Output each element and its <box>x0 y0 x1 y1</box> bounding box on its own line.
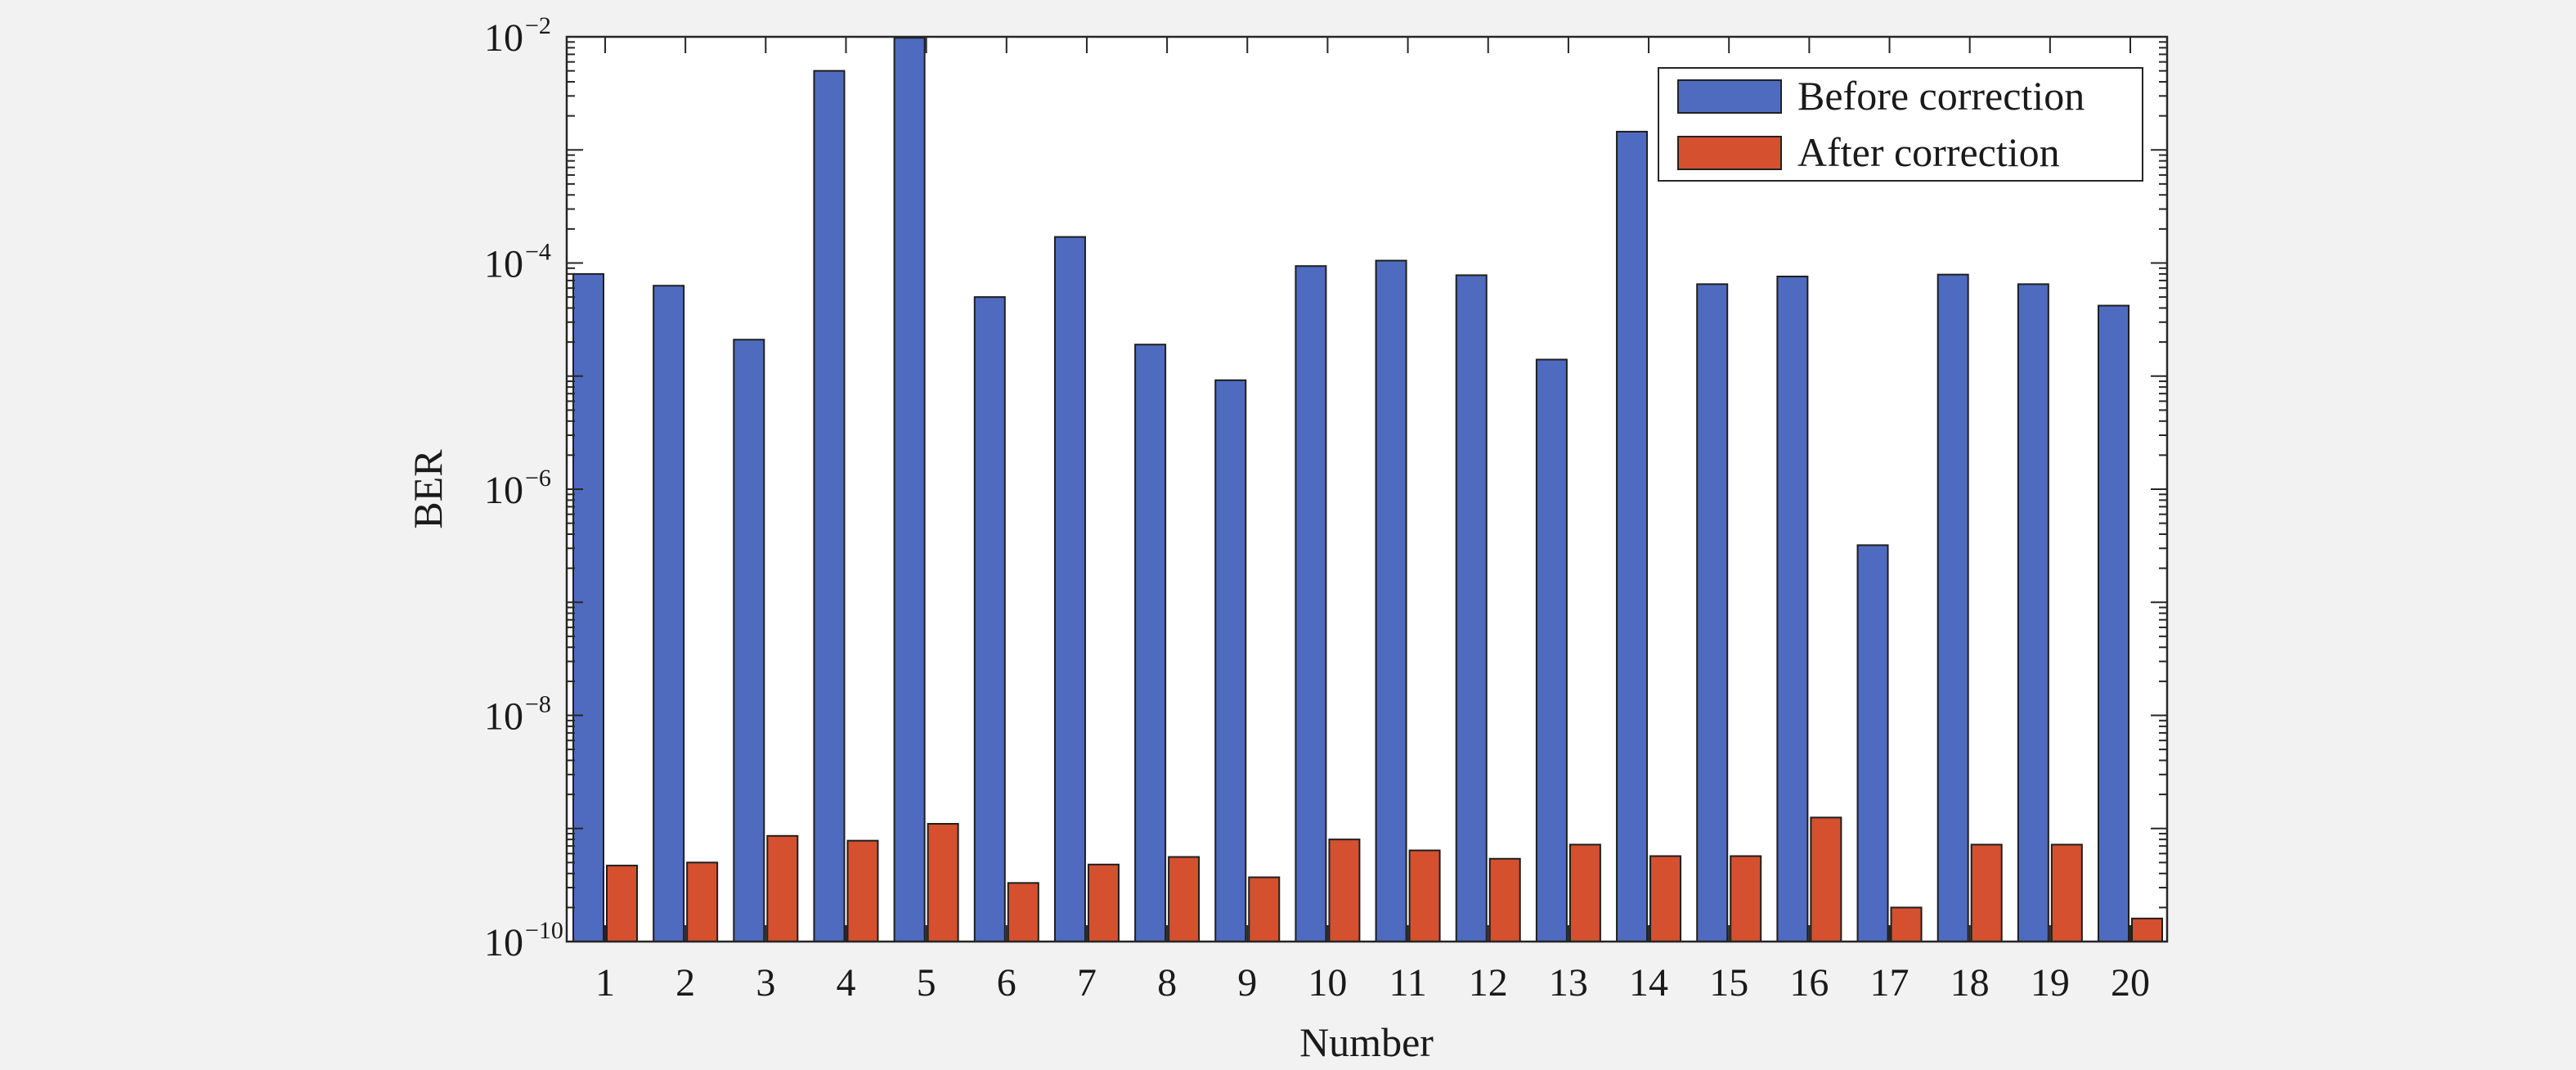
x-tick-label: 12 <box>1469 961 1508 1005</box>
bar-before-correction-14 <box>1616 130 1649 943</box>
bar-after-correction-9 <box>1248 876 1281 943</box>
bar-before-correction-9 <box>1214 379 1247 942</box>
x-tick-label: 8 <box>1157 961 1177 1005</box>
x-tick-label: 13 <box>1549 961 1588 1005</box>
bar-before-correction-7 <box>1053 236 1086 942</box>
x-tick-label: 11 <box>1389 961 1426 1005</box>
x-tick-label: 14 <box>1629 961 1668 1005</box>
bar-after-correction-10 <box>1328 838 1361 943</box>
x-tick-label: 19 <box>2031 961 2070 1005</box>
y-tick-label: 10 <box>484 921 523 964</box>
bar-after-correction-2 <box>686 861 719 943</box>
bar-before-correction-1 <box>572 272 604 942</box>
y-axis-title: BER <box>405 449 451 529</box>
bar-after-correction-15 <box>1730 855 1762 942</box>
x-tick-label: 15 <box>1709 961 1748 1005</box>
bar-after-correction-8 <box>1168 856 1200 942</box>
y-tick-exponent: −4 <box>525 239 551 266</box>
bar-after-correction-12 <box>1488 857 1521 943</box>
bar-after-correction-16 <box>1810 816 1842 942</box>
legend-swatch-after <box>1677 136 1782 170</box>
legend-label-before: Before correction <box>1797 73 2085 119</box>
bar-before-correction-17 <box>1856 544 1889 942</box>
bar-before-correction-10 <box>1295 265 1327 942</box>
bars-group <box>572 37 2163 943</box>
bar-before-correction-2 <box>653 285 685 943</box>
bar-after-correction-5 <box>927 823 959 942</box>
y-tick-label: 10 <box>484 16 523 60</box>
x-tick-label: 20 <box>2111 961 2150 1005</box>
y-tick-exponent: −2 <box>525 12 551 39</box>
plot-frame <box>565 35 2169 943</box>
y-tick-label: 10 <box>484 469 523 512</box>
bar-after-correction-7 <box>1087 863 1120 942</box>
bar-before-correction-20 <box>2098 304 2129 942</box>
bar-after-correction-20 <box>2131 917 2163 942</box>
bar-before-correction-5 <box>893 37 926 942</box>
bar-before-correction-3 <box>733 339 765 942</box>
legend-label-after: After correction <box>1797 129 2060 175</box>
bar-after-correction-17 <box>1890 906 1923 942</box>
x-tick-label: 7 <box>1077 961 1097 1005</box>
x-tick-label: 10 <box>1308 961 1347 1005</box>
bar-before-correction-16 <box>1776 275 1809 942</box>
bar-after-correction-14 <box>1649 855 1682 942</box>
bar-after-correction-13 <box>1568 843 1601 942</box>
y-tick-label: 10 <box>484 243 523 286</box>
bar-before-correction-8 <box>1134 344 1167 942</box>
legend-swatch-before <box>1677 79 1782 114</box>
bar-after-correction-11 <box>1408 849 1441 943</box>
bar-after-correction-4 <box>846 839 879 943</box>
x-axis-title: Number <box>1299 1019 1434 1065</box>
x-tick-label: 1 <box>595 961 615 1005</box>
y-tick-exponent: −6 <box>525 465 551 492</box>
bar-before-correction-6 <box>973 296 1006 943</box>
bar-before-correction-18 <box>1936 273 1969 942</box>
bar-after-correction-6 <box>1007 882 1039 942</box>
x-tick-label: 3 <box>756 961 775 1005</box>
x-tick-label: 9 <box>1237 961 1257 1005</box>
x-tick-labels: 1 2 3 4 5 6 7 8 9 10 11 12 13 14 15 16 17 18 19 20 <box>595 961 2150 1005</box>
y-tick-label: 10 <box>484 695 523 739</box>
bar-before-correction-4 <box>813 70 846 942</box>
legend: Before correction After correction <box>1658 67 2143 182</box>
y-tick-exponent: −8 <box>525 691 551 718</box>
bar-after-correction-18 <box>1970 843 2003 942</box>
bar-before-correction-12 <box>1455 274 1488 942</box>
bar-before-correction-19 <box>2017 283 2049 942</box>
bar-before-correction-13 <box>1535 358 1568 942</box>
x-tick-label: 2 <box>675 961 695 1005</box>
x-tick-label: 5 <box>917 961 936 1005</box>
bar-before-correction-11 <box>1375 259 1407 943</box>
bar-before-correction-15 <box>1696 283 1729 942</box>
x-tick-label: 17 <box>1870 961 1910 1005</box>
y-tick-exponent: −10 <box>525 917 563 944</box>
x-tick-label: 6 <box>997 961 1016 1005</box>
x-tick-label: 18 <box>1950 961 1990 1005</box>
x-tick-label: 16 <box>1789 961 1829 1005</box>
bar-after-correction-1 <box>606 865 638 943</box>
bar-after-correction-3 <box>766 834 799 943</box>
x-tick-label: 4 <box>836 961 855 1005</box>
bar-after-correction-19 <box>2050 843 2083 942</box>
